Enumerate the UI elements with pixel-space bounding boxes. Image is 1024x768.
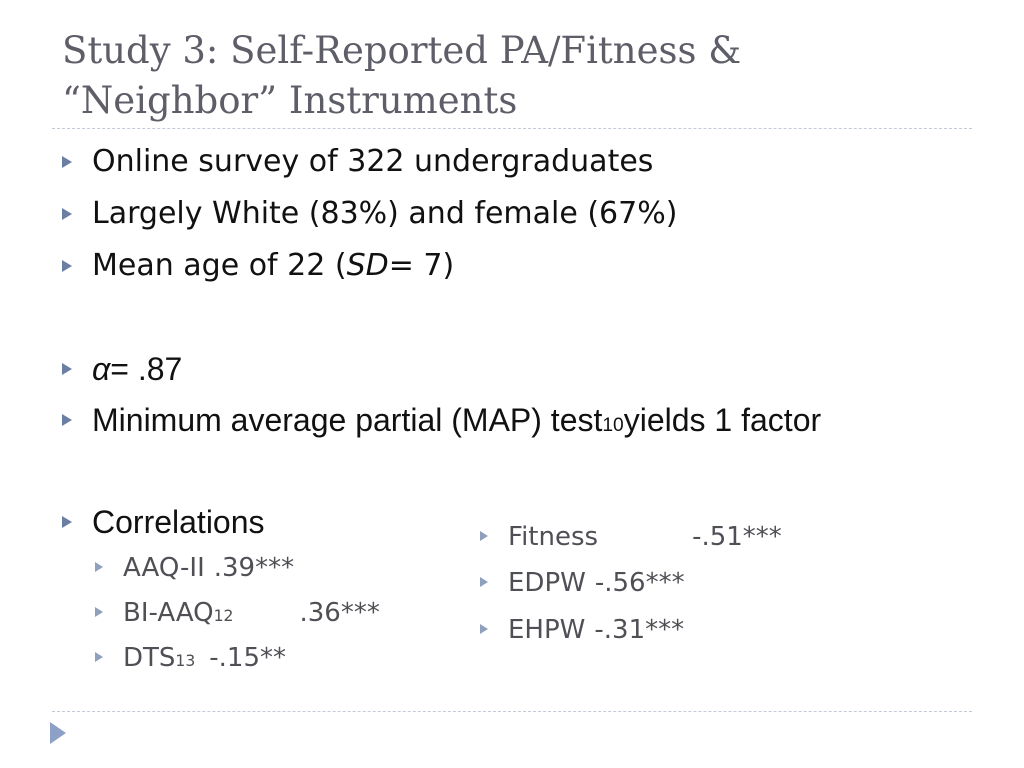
- correlation-label: AAQ-II: [123, 553, 205, 583]
- sub-bullet-arrow-icon: [480, 531, 488, 541]
- bullet-age-suffix: = 7): [388, 248, 455, 283]
- bullet-demographics-text: Largely White (83%) and female (67%): [92, 196, 678, 231]
- correlation-value: -.51***: [692, 522, 782, 552]
- bullet-arrow-icon: [62, 208, 72, 220]
- footer-divider: [52, 711, 972, 712]
- bullet-arrow-icon: [62, 516, 72, 528]
- bullet-arrow-icon: [62, 414, 72, 426]
- correlation-value: -.15**: [209, 643, 286, 673]
- bullet-correlations-text: Correlations: [92, 504, 265, 540]
- correlation-label: BI-AAQ: [123, 598, 214, 628]
- bullet-arrow-icon: [62, 260, 72, 272]
- sub-bullet-arrow-icon: [480, 624, 488, 634]
- sub-bullet-arrow-icon: [95, 652, 103, 662]
- bullet-age-prefix: Mean age of 22 (: [92, 248, 347, 283]
- sub-bullet-arrow-icon: [95, 607, 103, 617]
- correlation-value: -.31***: [594, 615, 685, 645]
- bullet-correlations: Correlations: [62, 504, 265, 541]
- slide-title: Study 3: Self-Reported PA/Fitness & “Nei…: [62, 26, 962, 126]
- bullet-map-prefix: Minimum average partial (MAP) test: [92, 402, 603, 438]
- correlation-value: .39***: [213, 553, 295, 583]
- slide-title-line-1: Study 3: Self-Reported PA/Fitness &: [62, 29, 742, 72]
- correlation-dts: DTS 13 -.15**: [95, 643, 286, 673]
- play-triangle-icon[interactable]: [50, 722, 66, 744]
- correlation-label: EHPW: [508, 615, 586, 645]
- bullet-alpha-symbol: α: [92, 351, 111, 387]
- correlation-fitness: Fitness -.51***: [480, 522, 782, 552]
- title-divider: [52, 128, 972, 129]
- correlation-label: Fitness: [508, 522, 599, 552]
- bullet-demographics: Largely White (83%) and female (67%): [62, 196, 678, 231]
- bullet-arrow-icon: [62, 363, 72, 375]
- correlation-label: DTS: [123, 643, 176, 673]
- correlation-bi-aaq: BI-AAQ 12 .36***: [95, 598, 380, 628]
- correlation-aaq-ii: AAQ-II .39***: [95, 553, 295, 583]
- correlation-ehpw: EHPW -.31***: [480, 615, 685, 645]
- sub-bullet-arrow-icon: [95, 562, 103, 572]
- bullet-alpha-value: = .87: [110, 351, 183, 387]
- bullet-map-suffix: yields 1 factor: [623, 402, 822, 438]
- bullet-age-sd: SD: [346, 248, 389, 283]
- bullet-survey: Online survey of 322 undergraduates: [62, 144, 654, 179]
- bullet-alpha: α = .87: [62, 351, 183, 388]
- correlation-value: -.56***: [594, 568, 685, 598]
- bullet-age: Mean age of 22 (SD = 7): [62, 248, 455, 283]
- correlation-value: .36***: [299, 598, 380, 628]
- slide-title-line-2: “Neighbor” Instruments: [62, 79, 518, 122]
- correlation-label: EDPW: [508, 568, 586, 598]
- bullet-survey-text: Online survey of 322 undergraduates: [92, 144, 654, 179]
- correlation-edpw: EDPW -.56***: [480, 568, 685, 598]
- sub-bullet-arrow-icon: [480, 577, 488, 587]
- bullet-map-test: Minimum average partial (MAP) test 10 yie…: [62, 402, 822, 439]
- bullet-arrow-icon: [62, 156, 72, 168]
